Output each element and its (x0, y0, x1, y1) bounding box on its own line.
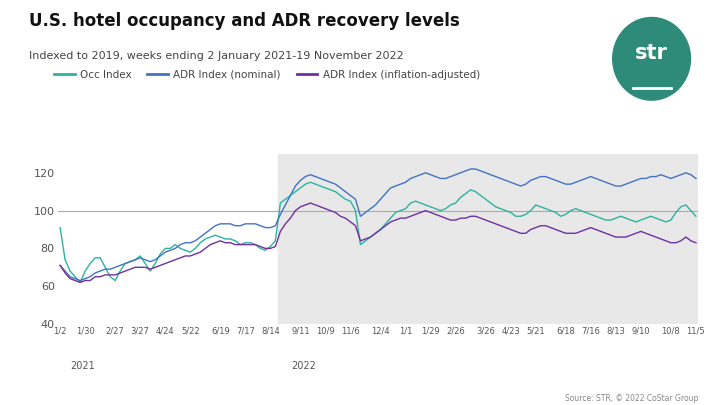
Text: str: str (635, 43, 668, 63)
Bar (278, 154, 698, 324)
Text: 2022: 2022 (292, 360, 316, 371)
Text: U.S. hotel occupancy and ADR recovery levels: U.S. hotel occupancy and ADR recovery le… (29, 12, 459, 30)
Text: Source: STR, © 2022 CoStar Group: Source: STR, © 2022 CoStar Group (565, 394, 698, 403)
Legend: Occ Index, ADR Index (nominal), ADR Index (inflation-adjusted): Occ Index, ADR Index (nominal), ADR Inde… (50, 66, 484, 84)
Text: 2021: 2021 (71, 360, 95, 371)
Ellipse shape (613, 17, 690, 100)
Text: Indexed to 2019, weeks ending 2 January 2021-19 November 2022: Indexed to 2019, weeks ending 2 January … (29, 51, 403, 61)
